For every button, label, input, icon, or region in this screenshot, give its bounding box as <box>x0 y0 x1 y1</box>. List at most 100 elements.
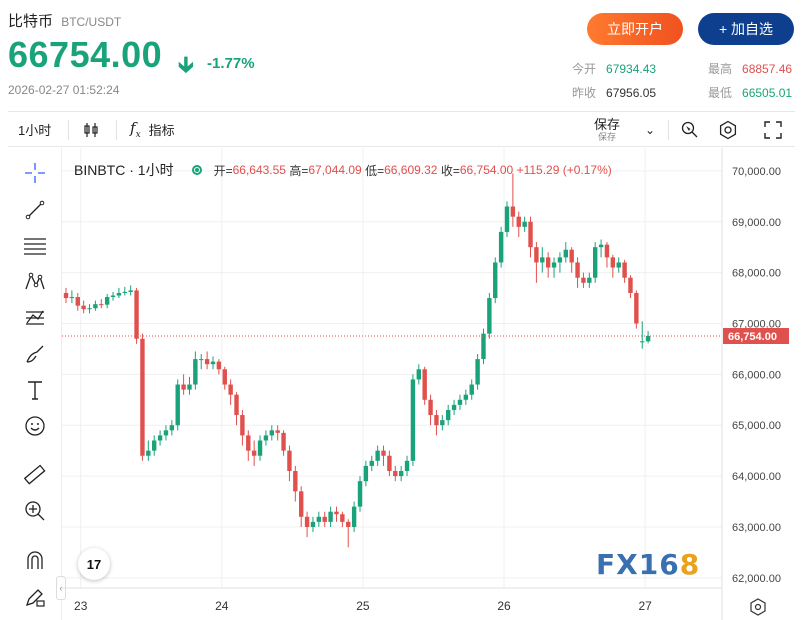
candle-body <box>516 216 521 227</box>
quick-search-button[interactable] <box>680 112 700 147</box>
lock-drawing-tool[interactable] <box>22 584 48 610</box>
candle-body <box>128 290 133 292</box>
candle-body <box>334 511 339 515</box>
save-label: 保存 <box>594 116 621 132</box>
emoji-tool[interactable] <box>22 413 48 439</box>
candle-body <box>369 460 374 466</box>
candle-body <box>475 359 480 385</box>
save-button[interactable]: 保存 保存 <box>594 112 620 147</box>
brush-tool[interactable] <box>22 341 48 367</box>
zoom-tool[interactable] <box>22 498 48 524</box>
candle-body <box>434 415 439 426</box>
candle-body <box>628 277 633 293</box>
ruler-icon <box>24 464 46 485</box>
candle-body <box>557 257 563 263</box>
pattern-icon <box>25 272 45 290</box>
stat-high: 最高 68857.46 <box>708 60 792 77</box>
toolbar-divider <box>68 120 69 140</box>
candle-body <box>122 291 127 293</box>
prediction-tool[interactable] <box>22 305 48 331</box>
candle-body <box>263 435 269 441</box>
candle-body <box>493 262 498 299</box>
candle-body <box>193 359 198 385</box>
candle-body <box>504 206 510 232</box>
candle-body <box>340 514 345 522</box>
candle-type-button[interactable] <box>82 112 100 147</box>
candle-body <box>451 404 457 410</box>
pattern-tool[interactable] <box>22 269 48 295</box>
settings-button[interactable] <box>718 112 738 147</box>
trendline-tool[interactable] <box>22 197 48 223</box>
magnet-tool[interactable] <box>22 547 48 573</box>
save-dropdown[interactable]: ⌄ <box>645 112 655 147</box>
candle-body <box>281 432 286 451</box>
tradingview-logo: 17 <box>78 548 110 580</box>
x-tick-label: 26 <box>497 599 511 613</box>
y-tick-label: 64,000.00 <box>732 471 781 483</box>
smiley-icon <box>25 416 45 436</box>
candle-body <box>328 511 333 522</box>
candle-body <box>446 409 451 421</box>
last-price-badge <box>723 328 789 345</box>
candle-body <box>275 430 280 433</box>
candle-body <box>140 338 145 456</box>
quote-timestamp: 2026-02-27 01:52:24 <box>8 83 120 97</box>
asset-name: 比特币 <box>8 13 54 30</box>
add-watchlist-button[interactable]: + 加自选 <box>698 13 794 45</box>
candle-body <box>610 257 616 268</box>
forecast-icon <box>26 310 44 325</box>
fib-tool[interactable] <box>22 233 48 259</box>
candle-body <box>422 369 427 400</box>
stat-value: 67956.05 <box>606 86 657 100</box>
candle-body <box>234 394 239 416</box>
candle-body <box>322 516 327 522</box>
candle-body <box>316 516 322 522</box>
text-tool[interactable] <box>22 377 48 403</box>
price-chart[interactable]: 70,000.00 69,000.00 68,000.00 67,000.00 66,0… <box>62 148 801 620</box>
crosshair-tool[interactable] <box>22 160 48 186</box>
candle-body <box>498 231 504 263</box>
candle-body <box>416 369 421 380</box>
candle-body <box>387 455 392 472</box>
y-tick-label: 62,000.00 <box>732 573 781 585</box>
interval-selector[interactable]: 1小时 <box>18 123 52 138</box>
candle-body <box>69 297 75 299</box>
candle-body <box>363 465 369 482</box>
axis-settings-icon[interactable] <box>750 598 766 616</box>
legend-open-label: 开= <box>213 163 233 178</box>
measure-tool[interactable] <box>22 462 48 488</box>
stat-today-open: 今开 67934.43 <box>572 60 656 77</box>
y-tick-label: 67,000.00 <box>732 318 781 330</box>
stat-label: 昨收 <box>572 86 597 100</box>
stat-label: 今开 <box>572 62 597 76</box>
asset-pair: BTC/USDT <box>61 15 122 29</box>
candle-body <box>598 244 604 248</box>
down-arrow-icon: 🡳 <box>178 52 194 77</box>
candle-body <box>640 341 645 343</box>
indicators-button[interactable]: fx 指标 <box>130 112 175 147</box>
candle-body <box>522 221 527 227</box>
last-price-label: 66,754.00 <box>728 331 777 343</box>
candle-body <box>587 277 592 283</box>
candle-body <box>428 399 433 416</box>
stat-value: 68857.46 <box>742 62 793 76</box>
candle-body <box>63 292 69 299</box>
candle-body <box>146 450 151 456</box>
search-cursor-icon <box>681 121 698 137</box>
candle-body <box>581 277 586 283</box>
candle-body <box>463 394 469 400</box>
candle-body <box>93 304 98 309</box>
candle-body <box>204 359 210 365</box>
fullscreen-button[interactable] <box>764 112 782 147</box>
stat-value: 67934.43 <box>606 62 657 76</box>
y-tick-label: 68,000.00 <box>732 268 781 280</box>
x-tick-label: 24 <box>215 599 229 613</box>
candle-body <box>310 521 316 527</box>
legend-symbol[interactable]: BINBTC · 1小时 <box>74 162 174 178</box>
candle-body <box>569 249 574 263</box>
candle-body <box>540 257 545 263</box>
candle-body <box>634 292 639 324</box>
candle-body <box>346 521 351 527</box>
open-account-button[interactable]: 立即开户 <box>587 13 683 45</box>
y-tick-label: 66,000.00 <box>732 369 781 381</box>
